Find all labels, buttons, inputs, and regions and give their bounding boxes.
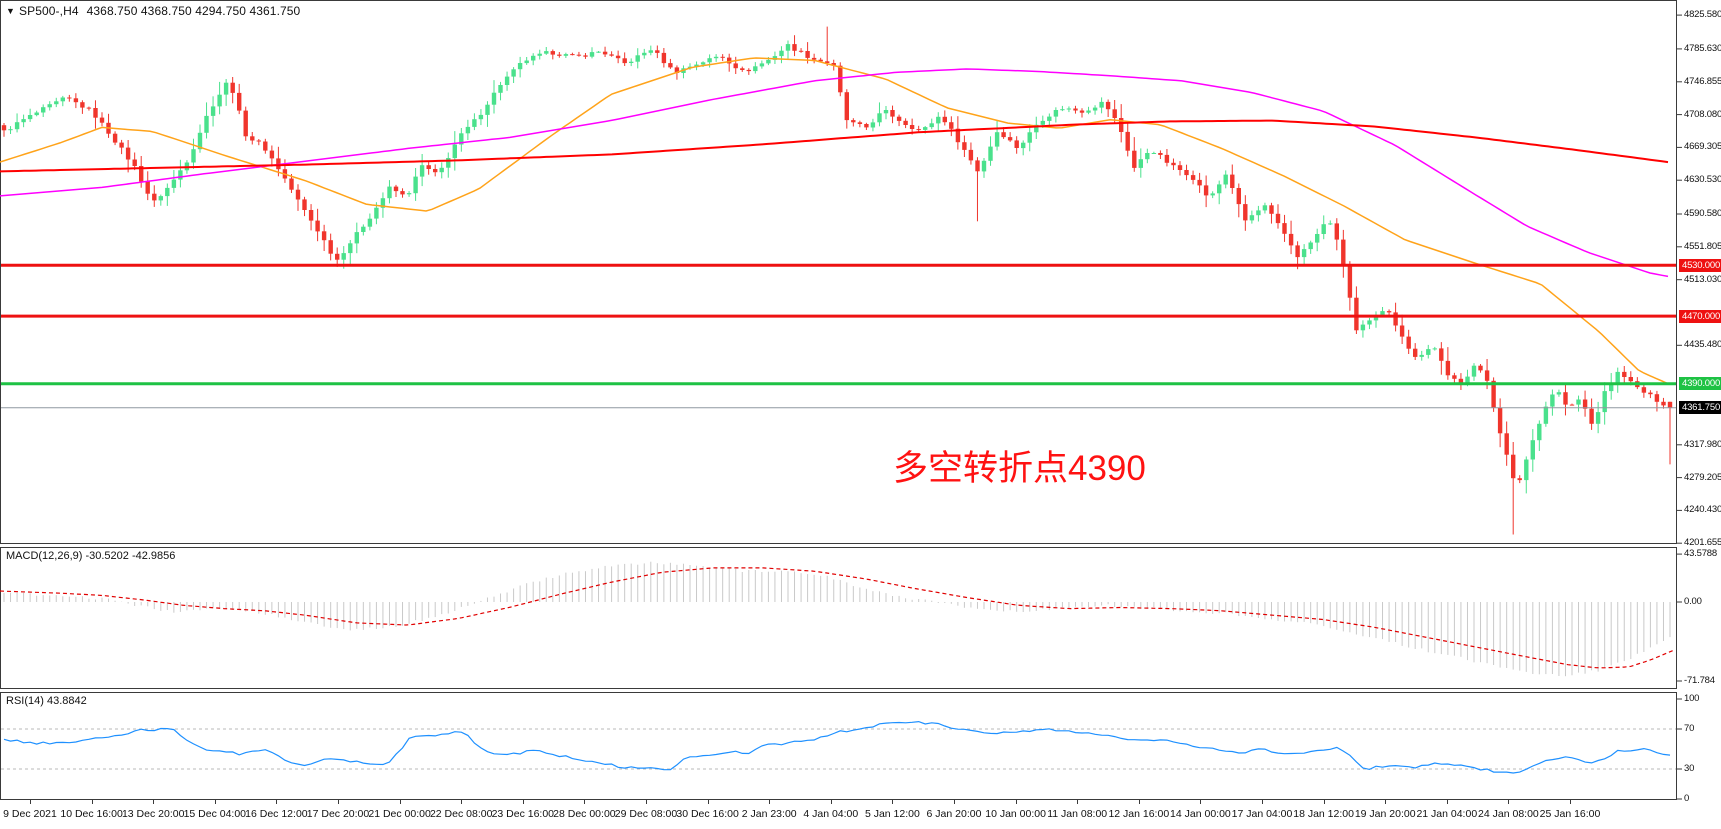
time-axis-label: 23 Dec 16:00 <box>491 808 555 820</box>
time-axis-label: 12 Jan 16:00 <box>1108 808 1170 820</box>
time-axis-label: 25 Jan 16:00 <box>1539 808 1601 820</box>
time-axis-label: 17 Jan 04:00 <box>1231 808 1293 820</box>
time-axis-label: 5 Jan 12:00 <box>864 808 920 820</box>
rsi-indicator-panel[interactable] <box>0 692 1721 800</box>
time-axis-label: 10 Jan 00:00 <box>985 808 1046 820</box>
main-price-chart[interactable] <box>0 0 1721 545</box>
time-axis-label: 10 Dec 16:00 <box>60 808 123 820</box>
time-axis-label: 4 Jan 04:00 <box>803 808 859 820</box>
time-axis-label: 22 Dec 08:00 <box>429 808 493 820</box>
macd-label: MACD(12,26,9) -30.5202 -42.9856 <box>6 550 176 562</box>
time-axis-label: 16 Dec 12:00 <box>245 808 308 820</box>
time-tick <box>1138 800 1140 804</box>
time-tick <box>769 800 771 804</box>
macd-indicator-panel[interactable] <box>0 547 1721 690</box>
time-tick <box>1385 800 1387 804</box>
time-axis-label: 21 Dec 00:00 <box>368 808 431 820</box>
time-tick <box>1015 800 1017 804</box>
time-axis-label: 29 Dec 08:00 <box>614 808 678 820</box>
time-tick <box>1446 800 1448 804</box>
time-axis-label: 9 Dec 2021 <box>3 808 57 820</box>
time-tick <box>1077 800 1079 804</box>
time-axis-label: 30 Dec 16:00 <box>676 808 739 820</box>
time-axis-label: 11 Jan 08:00 <box>1047 808 1108 820</box>
time-tick <box>1508 800 1510 804</box>
symbol-period-label: SP500-,H4 <box>19 4 79 18</box>
time-axis-label: 13 Dec 20:00 <box>121 808 185 820</box>
time-axis-label: 17 Dec 20:00 <box>306 808 370 820</box>
time-axis[interactable]: 9 Dec 2021 10 Dec 16:00 13 Dec 20:00 15 Dec… <box>0 800 1721 829</box>
time-tick <box>830 800 832 804</box>
chart-title: ▼ SP500-,H4 4368.750 4368.750 4294.750 436… <box>6 4 300 18</box>
time-tick <box>30 800 31 804</box>
ohlc-values: 4368.750 4368.750 4294.750 4361.750 <box>86 4 301 18</box>
time-axis-label: 2 Jan 23:00 <box>741 808 797 820</box>
time-axis-label: 15 Dec 04:00 <box>183 808 247 820</box>
time-tick <box>954 800 955 804</box>
time-tick <box>584 800 586 804</box>
annotation-text[interactable]: 多空转折点4390 <box>893 449 1146 488</box>
time-tick <box>646 800 647 804</box>
time-tick <box>461 800 463 804</box>
rsi-label: RSI(14) 43.8842 <box>6 695 87 707</box>
time-tick <box>1323 800 1325 804</box>
time-tick <box>1200 800 1202 804</box>
time-tick <box>522 800 524 804</box>
time-tick <box>707 800 709 804</box>
time-tick <box>399 800 401 804</box>
time-axis-label: 6 Jan 20:00 <box>926 808 982 820</box>
time-tick <box>153 800 155 804</box>
time-axis-label: 19 Jan 20:00 <box>1354 808 1416 820</box>
time-axis-label: 21 Jan 04:00 <box>1416 808 1478 820</box>
time-tick <box>276 800 278 804</box>
time-tick <box>338 800 339 804</box>
time-axis-label: 24 Jan 08:00 <box>1478 808 1539 820</box>
time-tick <box>1570 800 1571 804</box>
time-axis-label: 14 Jan 00:00 <box>1170 808 1231 820</box>
time-axis-label: 18 Jan 12:00 <box>1293 808 1354 820</box>
time-tick <box>1262 800 1263 804</box>
time-tick <box>91 800 93 804</box>
collapse-triangle-icon[interactable]: ▼ <box>6 6 16 16</box>
time-axis-label: 28 Dec 00:00 <box>553 808 616 820</box>
time-tick <box>214 800 216 804</box>
time-tick <box>892 800 894 804</box>
